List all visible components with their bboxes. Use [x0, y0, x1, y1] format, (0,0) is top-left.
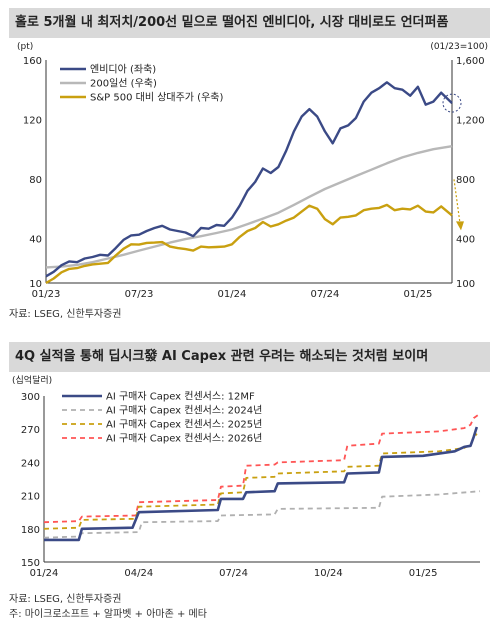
chart1-x-ticks: 01/23 07/23 01/24 07/24 01/25	[32, 289, 433, 300]
chart1-source: 자료: LSEG, 신한투자증권	[9, 309, 122, 320]
chart1-x-tick: 01/25	[403, 289, 432, 300]
chart2-y-tick: 240	[21, 458, 40, 469]
down-arrow-icon	[453, 179, 464, 231]
chart1-x-tick: 01/24	[218, 289, 247, 300]
chart2-x-ticks: 01/24 04/24 07/24 10/24 01/25	[30, 568, 438, 579]
chart2-series-line-0	[44, 426, 479, 542]
chart2-series-line-3	[43, 412, 481, 524]
chart1-right-tick: 100	[456, 279, 475, 290]
chart2-legend: AI 구매자 Capex 컨센서스: 12MF AI 구매자 Capex 컨센서스…	[62, 391, 262, 445]
chart1-right-tick: 1,200	[456, 115, 485, 126]
chart1-right-ticks: 1,600 1,200 800 400 100	[456, 56, 485, 290]
chart2-x-tick: 01/25	[409, 568, 438, 579]
chart2-y-tick: 300	[21, 392, 40, 403]
chart2-title: 4Q 실적을 통해 딥시크發 AI Capex 관련 우려는 해소되는 것처럼 …	[9, 342, 490, 372]
chart1-left-ticks: 160 120 80 40 10	[23, 56, 42, 290]
chart1-title: 홀로 5개월 내 최저치/200선 밑으로 떨어진 엔비디아, 시장 대비로도 …	[9, 8, 490, 38]
chart1-series-line-2	[45, 203, 453, 285]
chart2-legend-label: AI 구매자 Capex 컨센서스: 2026년	[106, 433, 262, 445]
chart2-svg: (십억달러) 300 270 240 210 180 150 01/24 04/24 07/2…	[12, 374, 481, 579]
chart2-x-tick: 04/24	[124, 568, 153, 579]
chart2-x-tick: 10/24	[314, 568, 343, 579]
chart1-left-tick: 10	[29, 279, 42, 290]
chart2-y-ticks: 300 270 240 210 180 150	[21, 392, 40, 569]
chart2-legend-label: AI 구매자 Capex 컨센서스: 2025년	[106, 419, 262, 431]
chart1-left-tick: 80	[29, 175, 42, 186]
chart1-series-line-0	[45, 81, 453, 278]
chart1-x-tick: 01/23	[32, 289, 61, 300]
chart1-left-tick: 40	[29, 234, 42, 245]
chart1-grid	[45, 60, 453, 284]
chart1-left-axis-unit: (pt)	[17, 42, 33, 52]
chart1-legend-label: 200일선 (우축)	[90, 78, 157, 90]
chart1-right-tick: 400	[456, 234, 475, 245]
chart2-y-tick: 180	[21, 525, 40, 536]
chart1-svg: (pt) (01/23=100) 160 120 80 40 10 1,600 1,200…	[17, 42, 488, 300]
chart2-grid	[43, 396, 480, 563]
chart2-legend-label: AI 구매자 Capex 컨센서스: 12MF	[106, 391, 255, 403]
chart1-right-tick: 1,600	[456, 56, 485, 67]
chart2-x-tick: 01/24	[30, 568, 59, 579]
chart2-legend-label: AI 구매자 Capex 컨센서스: 2024년	[106, 405, 262, 417]
chart2-note: 주: 마이크로소프트 + 알파벳 + 아마존 + 메타	[9, 609, 207, 620]
chart1-legend-label: S&P 500 대비 상대주가 (우축)	[90, 92, 223, 104]
chart1-legend-label: 엔비디아 (좌축)	[90, 64, 156, 76]
chart1-legend: 엔비디아 (좌축) 200일선 (우축) S&P 500 대비 상대주가 (우축)	[60, 64, 223, 104]
chart1-right-tick: 800	[456, 175, 475, 186]
chart1-series	[45, 81, 453, 285]
chart1-left-tick: 160	[23, 56, 42, 67]
chart2-x-tick: 07/24	[219, 568, 248, 579]
chart2-series	[43, 412, 481, 542]
chart2-source: 자료: LSEG, 신한투자증권	[9, 594, 122, 605]
chart2-y-tick: 270	[21, 425, 40, 436]
chart2-y-tick: 150	[21, 558, 40, 569]
chart1-right-axis-unit: (01/23=100)	[430, 42, 488, 52]
chart1-left-tick: 120	[23, 115, 42, 126]
chart1-x-tick: 07/23	[125, 289, 154, 300]
chart2-axis-unit: (십억달러)	[12, 374, 52, 386]
chart2-y-tick: 210	[21, 492, 40, 503]
chart2-series-line-1	[43, 490, 481, 539]
latest-point-marker	[442, 93, 462, 113]
chart1-x-tick: 07/24	[311, 289, 340, 300]
